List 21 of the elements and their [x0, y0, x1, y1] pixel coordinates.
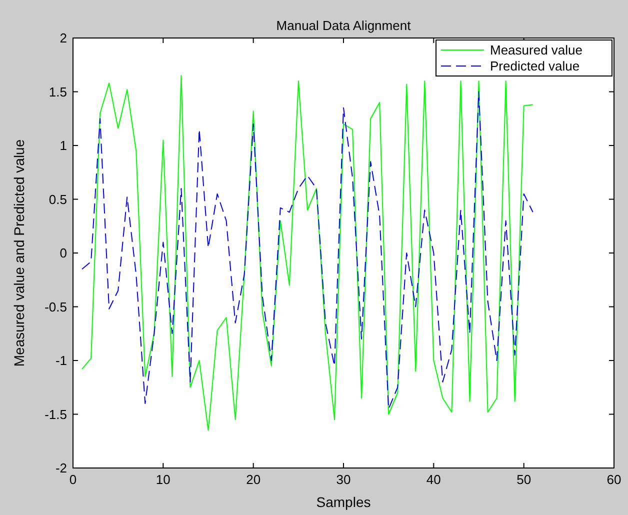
legend-label: Predicted value: [490, 58, 580, 74]
y-tick-label: -1.5: [44, 406, 67, 422]
x-tick-label: 50: [516, 472, 532, 487]
x-tick-label: 40: [426, 472, 441, 487]
y-tick-label: 1: [60, 138, 67, 153]
x-tick-label: 60: [606, 472, 622, 487]
chart-title: Manual Data Alignment: [276, 18, 412, 33]
y-tick-label: 0: [60, 246, 67, 260]
y-tick-label: 1.5: [48, 84, 67, 100]
y-tick-label: -0.5: [44, 299, 67, 314]
x-tick-label: 30: [336, 472, 351, 487]
x-tick-label: 10: [156, 472, 170, 487]
x-axis-title: Samples: [316, 494, 371, 510]
x-tick-label: 20: [246, 472, 261, 487]
y-tick-label: 0.5: [48, 192, 67, 207]
y-tick-label: -2: [55, 460, 67, 476]
y-tick-label: 2: [60, 30, 67, 46]
y-tick-label: -1: [55, 353, 67, 368]
legend-label: Measured value: [490, 42, 582, 58]
x-tick-label: 0: [69, 472, 77, 487]
y-axis-title: Measured value and Predicted value: [11, 139, 27, 367]
